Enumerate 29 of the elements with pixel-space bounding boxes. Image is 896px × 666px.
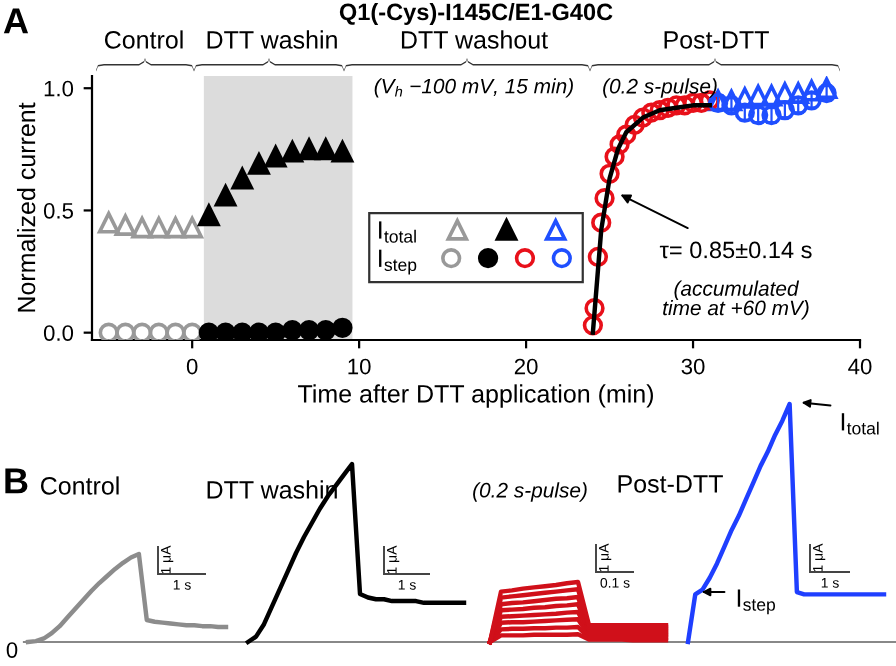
x-axis-title: Time after DTT application (min) <box>298 384 653 408</box>
legend-label: I$_{step}$ <box>379 249 417 275</box>
text: Post-DTT <box>664 31 769 49</box>
annotation: (accumulated time at +60 mV) <box>663 280 809 320</box>
y-tick-label: 0.5 <box>43 202 74 219</box>
x-tick-label: 20 <box>514 358 538 375</box>
text: Post-DTT <box>618 475 723 493</box>
chart-title: Q1(-Cys)-I145C/E1-G40C <box>339 3 613 25</box>
annotation: I$_{total}$ <box>841 413 879 435</box>
y-tick-label: 1.0 <box>44 80 74 97</box>
annotation: (0.2 s-pulse) <box>603 78 717 98</box>
legend-label: I$_{total}$ <box>379 221 416 243</box>
x-tick-label: 0 <box>186 358 198 375</box>
x-tick-label: 30 <box>681 358 705 375</box>
annotation: I$_{step}$ <box>737 589 776 615</box>
text: 0 <box>6 642 18 658</box>
text: DTT washout <box>401 30 548 49</box>
annotation: (0.2 s-pulse) <box>473 482 587 502</box>
chart-title: Control <box>40 476 119 495</box>
text: DTT washin <box>207 30 337 49</box>
x-tick-label: 40 <box>848 358 872 375</box>
y-tick-label: 0.0 <box>43 325 74 341</box>
annotation: τ= 0.85±0.14 s <box>659 241 812 259</box>
x-tick-label: 10 <box>348 358 371 375</box>
text: A <box>3 8 29 34</box>
annotation: (V$_{h}$ −100 mV, 15 min) <box>374 78 573 98</box>
y-axis-title: Normalized current <box>16 102 36 312</box>
text: Control <box>104 30 183 49</box>
text: B <box>5 468 28 494</box>
